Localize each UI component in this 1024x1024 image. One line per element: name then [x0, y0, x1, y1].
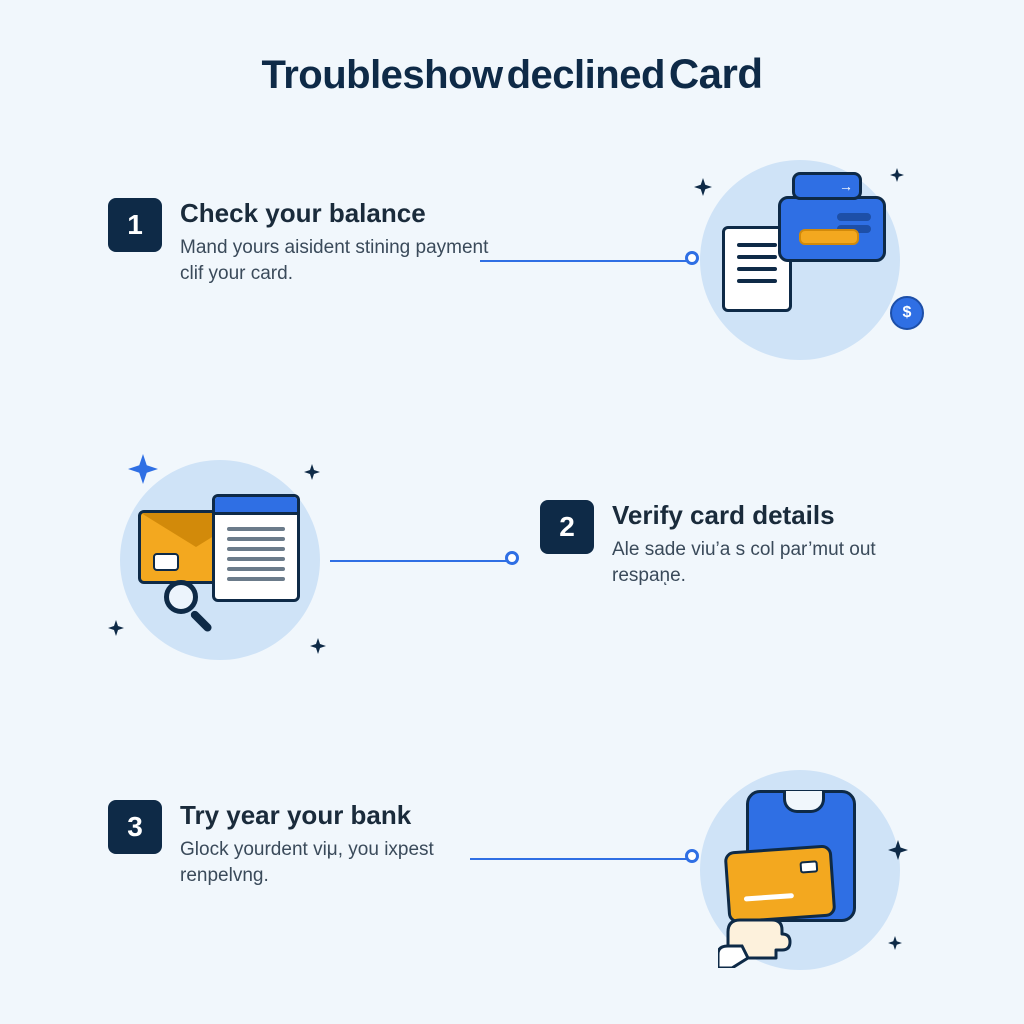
- step-1-heading: Check your balance: [180, 198, 510, 229]
- hand-icon: [718, 898, 808, 968]
- connector-2-dot: [505, 551, 519, 565]
- step-2-badge: 2: [540, 500, 594, 554]
- refresh-coin-icon: $: [890, 296, 924, 330]
- infographic-page: Troubleshow declined Card 1 Check your b…: [0, 0, 1024, 1024]
- illustration-2: [120, 460, 320, 660]
- connector-1: [480, 260, 690, 262]
- title-part-b: declined: [507, 53, 665, 97]
- sparkle-icon: [890, 168, 904, 182]
- sparkle-icon: [888, 840, 908, 860]
- chat-tab-icon: →: [792, 172, 862, 200]
- step-2-heading: Verify card details: [612, 500, 942, 531]
- document-icon: [212, 494, 300, 602]
- step-1: 1 Check your balance Mand yours aisident…: [108, 198, 510, 286]
- connector-3-dot: [685, 849, 699, 863]
- step-2-desc: Ale sade viu’a s col par’mut out respanͅ…: [612, 537, 942, 588]
- sparkle-icon: [304, 464, 320, 480]
- illustration-1: → $: [700, 160, 900, 360]
- sparkle-icon: [128, 454, 158, 484]
- connector-1-dot: [685, 251, 699, 265]
- illustration-3: [700, 770, 900, 970]
- connector-3: [470, 858, 690, 860]
- step-3-badge: 3: [108, 800, 162, 854]
- step-1-text: Check your balance Mand yours aisident s…: [180, 198, 510, 286]
- step-3-desc: Glock yourdent viμ, you ixpest renpelvng…: [180, 837, 510, 888]
- title-part-a: Troubleshow: [261, 53, 502, 97]
- sparkle-icon: [108, 620, 124, 636]
- step-3: 3 Try year your bank Glock yourdent viμ,…: [108, 800, 510, 888]
- sparkle-icon: [694, 178, 712, 196]
- sparkle-icon: [888, 936, 902, 950]
- page-title: Troubleshow declined Card: [0, 50, 1024, 98]
- step-3-heading: Try year your bank: [180, 800, 510, 831]
- sparkle-icon: [310, 638, 326, 654]
- step-3-text: Try year your bank Glock yourdent viμ, y…: [180, 800, 510, 888]
- credit-card-icon: [778, 196, 886, 262]
- step-2: 2 Verify card details Ale sade viu’a s c…: [540, 500, 942, 588]
- step-1-badge: 1: [108, 198, 162, 252]
- step-1-desc: Mand yours aisident stining payment clif…: [180, 235, 510, 286]
- magnifier-icon: [164, 580, 208, 624]
- step-2-text: Verify card details Ale sade viu’a s col…: [612, 500, 942, 588]
- connector-2: [330, 560, 510, 562]
- title-part-c: Card: [669, 50, 763, 97]
